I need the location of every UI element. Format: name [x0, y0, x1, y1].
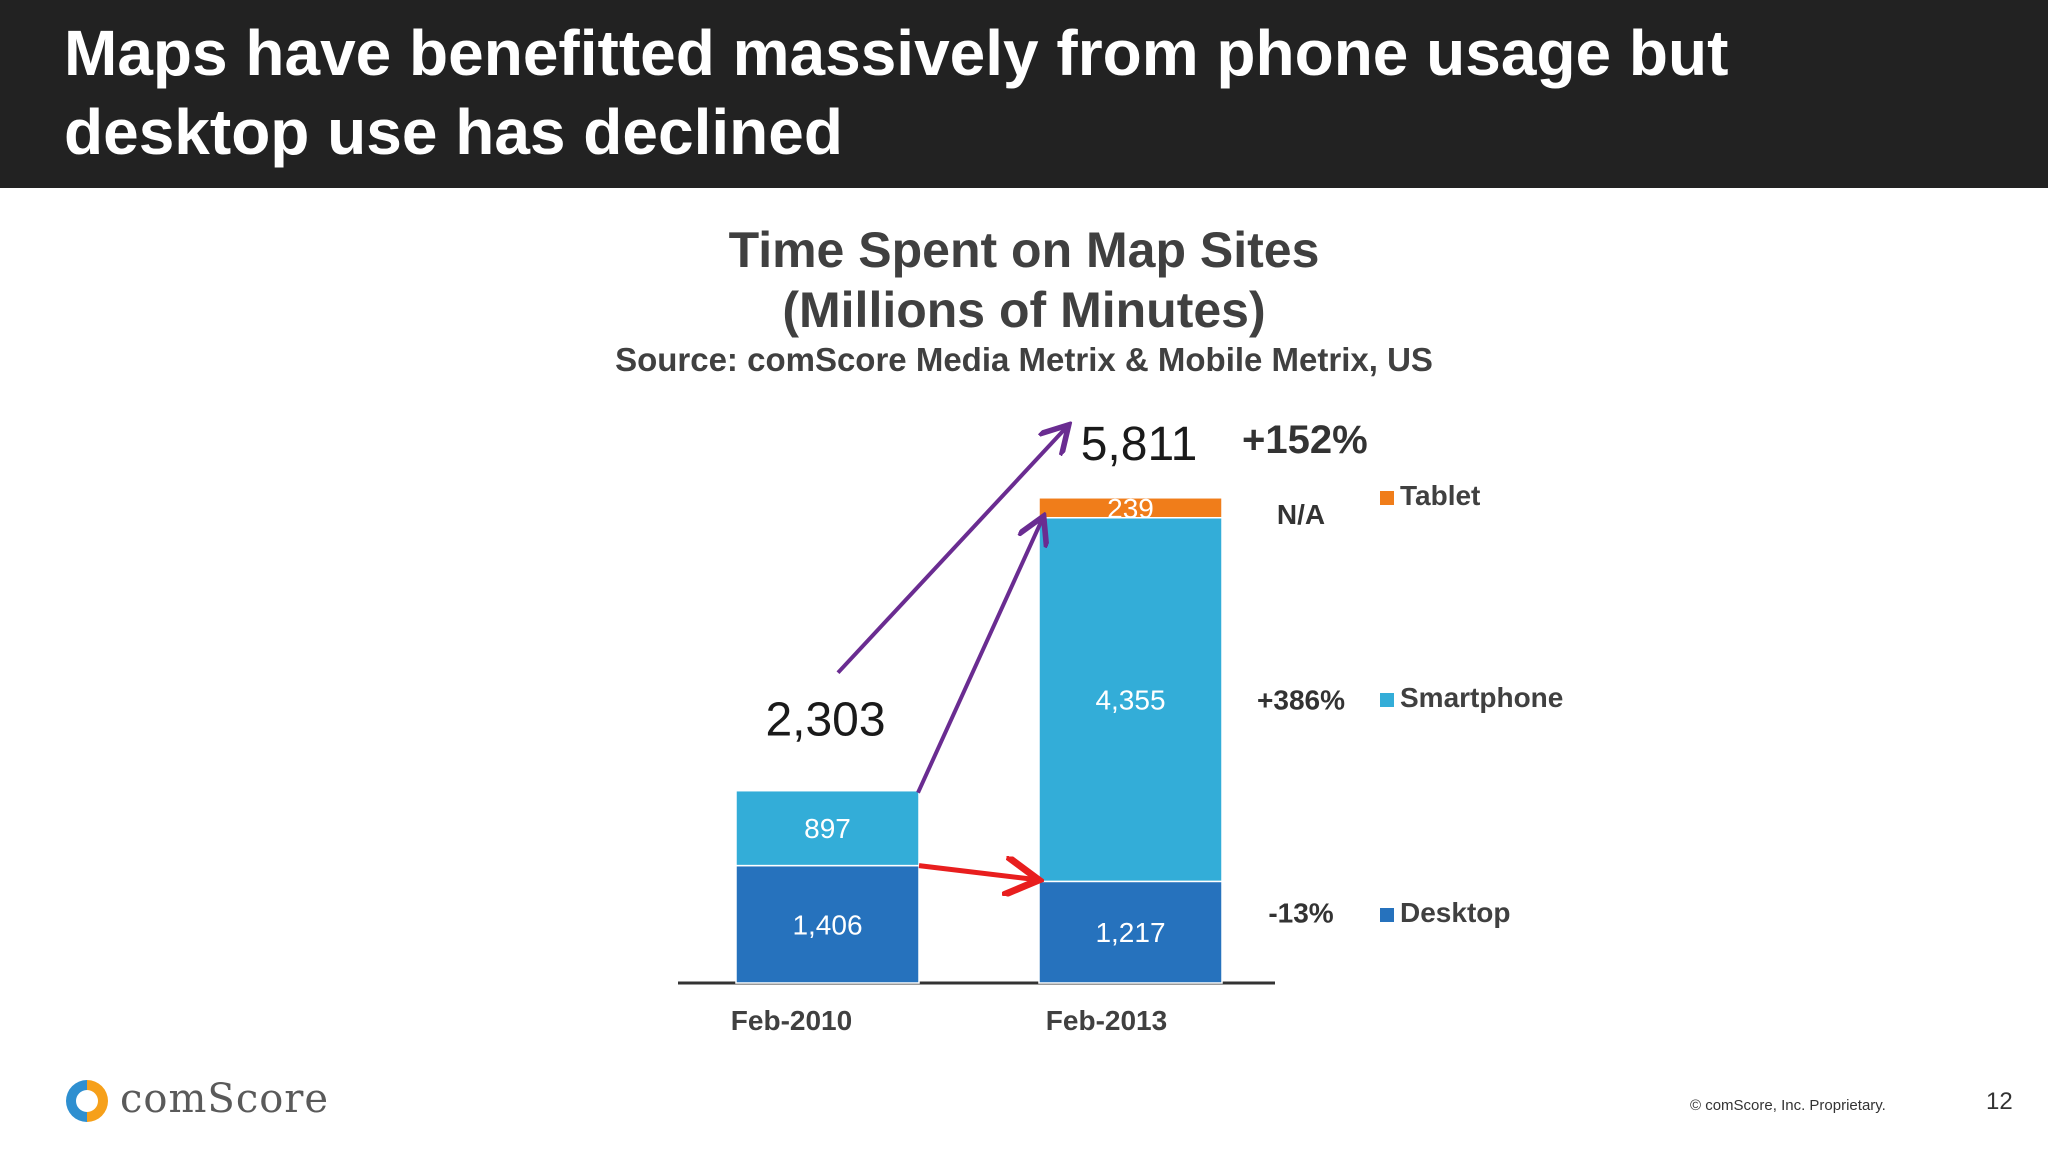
chart-source: Source: comScore Media Metrix & Mobile M…: [615, 341, 1433, 378]
legend-label-desktop: Desktop: [1400, 897, 1510, 928]
chart-title: Time Spent on Map Sites: [728, 222, 1320, 278]
page-number: 12: [1986, 1088, 2013, 1115]
x-tick-label-feb-2010: Feb-2010: [731, 1005, 852, 1036]
bar-smartphone-feb-2010: [735, 789, 920, 867]
comscore-logo-icon: [66, 1080, 108, 1122]
total-label-feb-2013: 5,811: [1081, 418, 1198, 471]
chart-subtitle: (Millions of Minutes): [782, 282, 1266, 338]
bar-smartphone-feb-2013: [1038, 516, 1223, 883]
data-label-desktop-feb-2013: 1,217: [1095, 917, 1165, 948]
bar-tablet-feb-2013: [1038, 497, 1223, 519]
x-tick-label-feb-2013: Feb-2013: [1046, 1005, 1167, 1036]
data-label-smartphone-feb-2010: 897: [804, 813, 851, 844]
change-label-desktop: -13%: [1268, 897, 1333, 928]
footer-copyright: © comScore, Inc. Proprietary.: [1690, 1097, 1886, 1114]
smartphone-growth-arrow: [916, 520, 1042, 794]
change-label-tablet: N/A: [1277, 499, 1325, 530]
data-label-smartphone-feb-2013: 4,355: [1095, 685, 1165, 716]
legend-swatch-tablet: [1380, 491, 1394, 505]
total-label-feb-2010: 2,303: [765, 694, 885, 747]
slide-title: Maps have benefitted massively from phon…: [64, 17, 1729, 168]
comscore-logo: comScore: [62, 1076, 422, 1126]
data-label-desktop-feb-2010: 1,406: [792, 909, 862, 940]
title-bar: [0, 0, 2048, 188]
data-label-tablet-feb-2013: 239: [1107, 493, 1154, 524]
total-growth-arrow: [836, 428, 1066, 675]
change-label-smartphone: +386%: [1257, 685, 1345, 716]
bar-desktop-feb-2013: [1038, 880, 1223, 984]
legend-label-tablet: Tablet: [1400, 480, 1480, 511]
comscore-logo-text: comScore: [120, 1076, 330, 1122]
total-change-label: +152%: [1242, 418, 1368, 462]
legend-swatch-desktop: [1380, 908, 1394, 922]
legend-swatch-smartphone: [1380, 693, 1394, 707]
desktop-decline-arrow: [918, 866, 1034, 880]
legend-label-smartphone: Smartphone: [1400, 682, 1563, 713]
